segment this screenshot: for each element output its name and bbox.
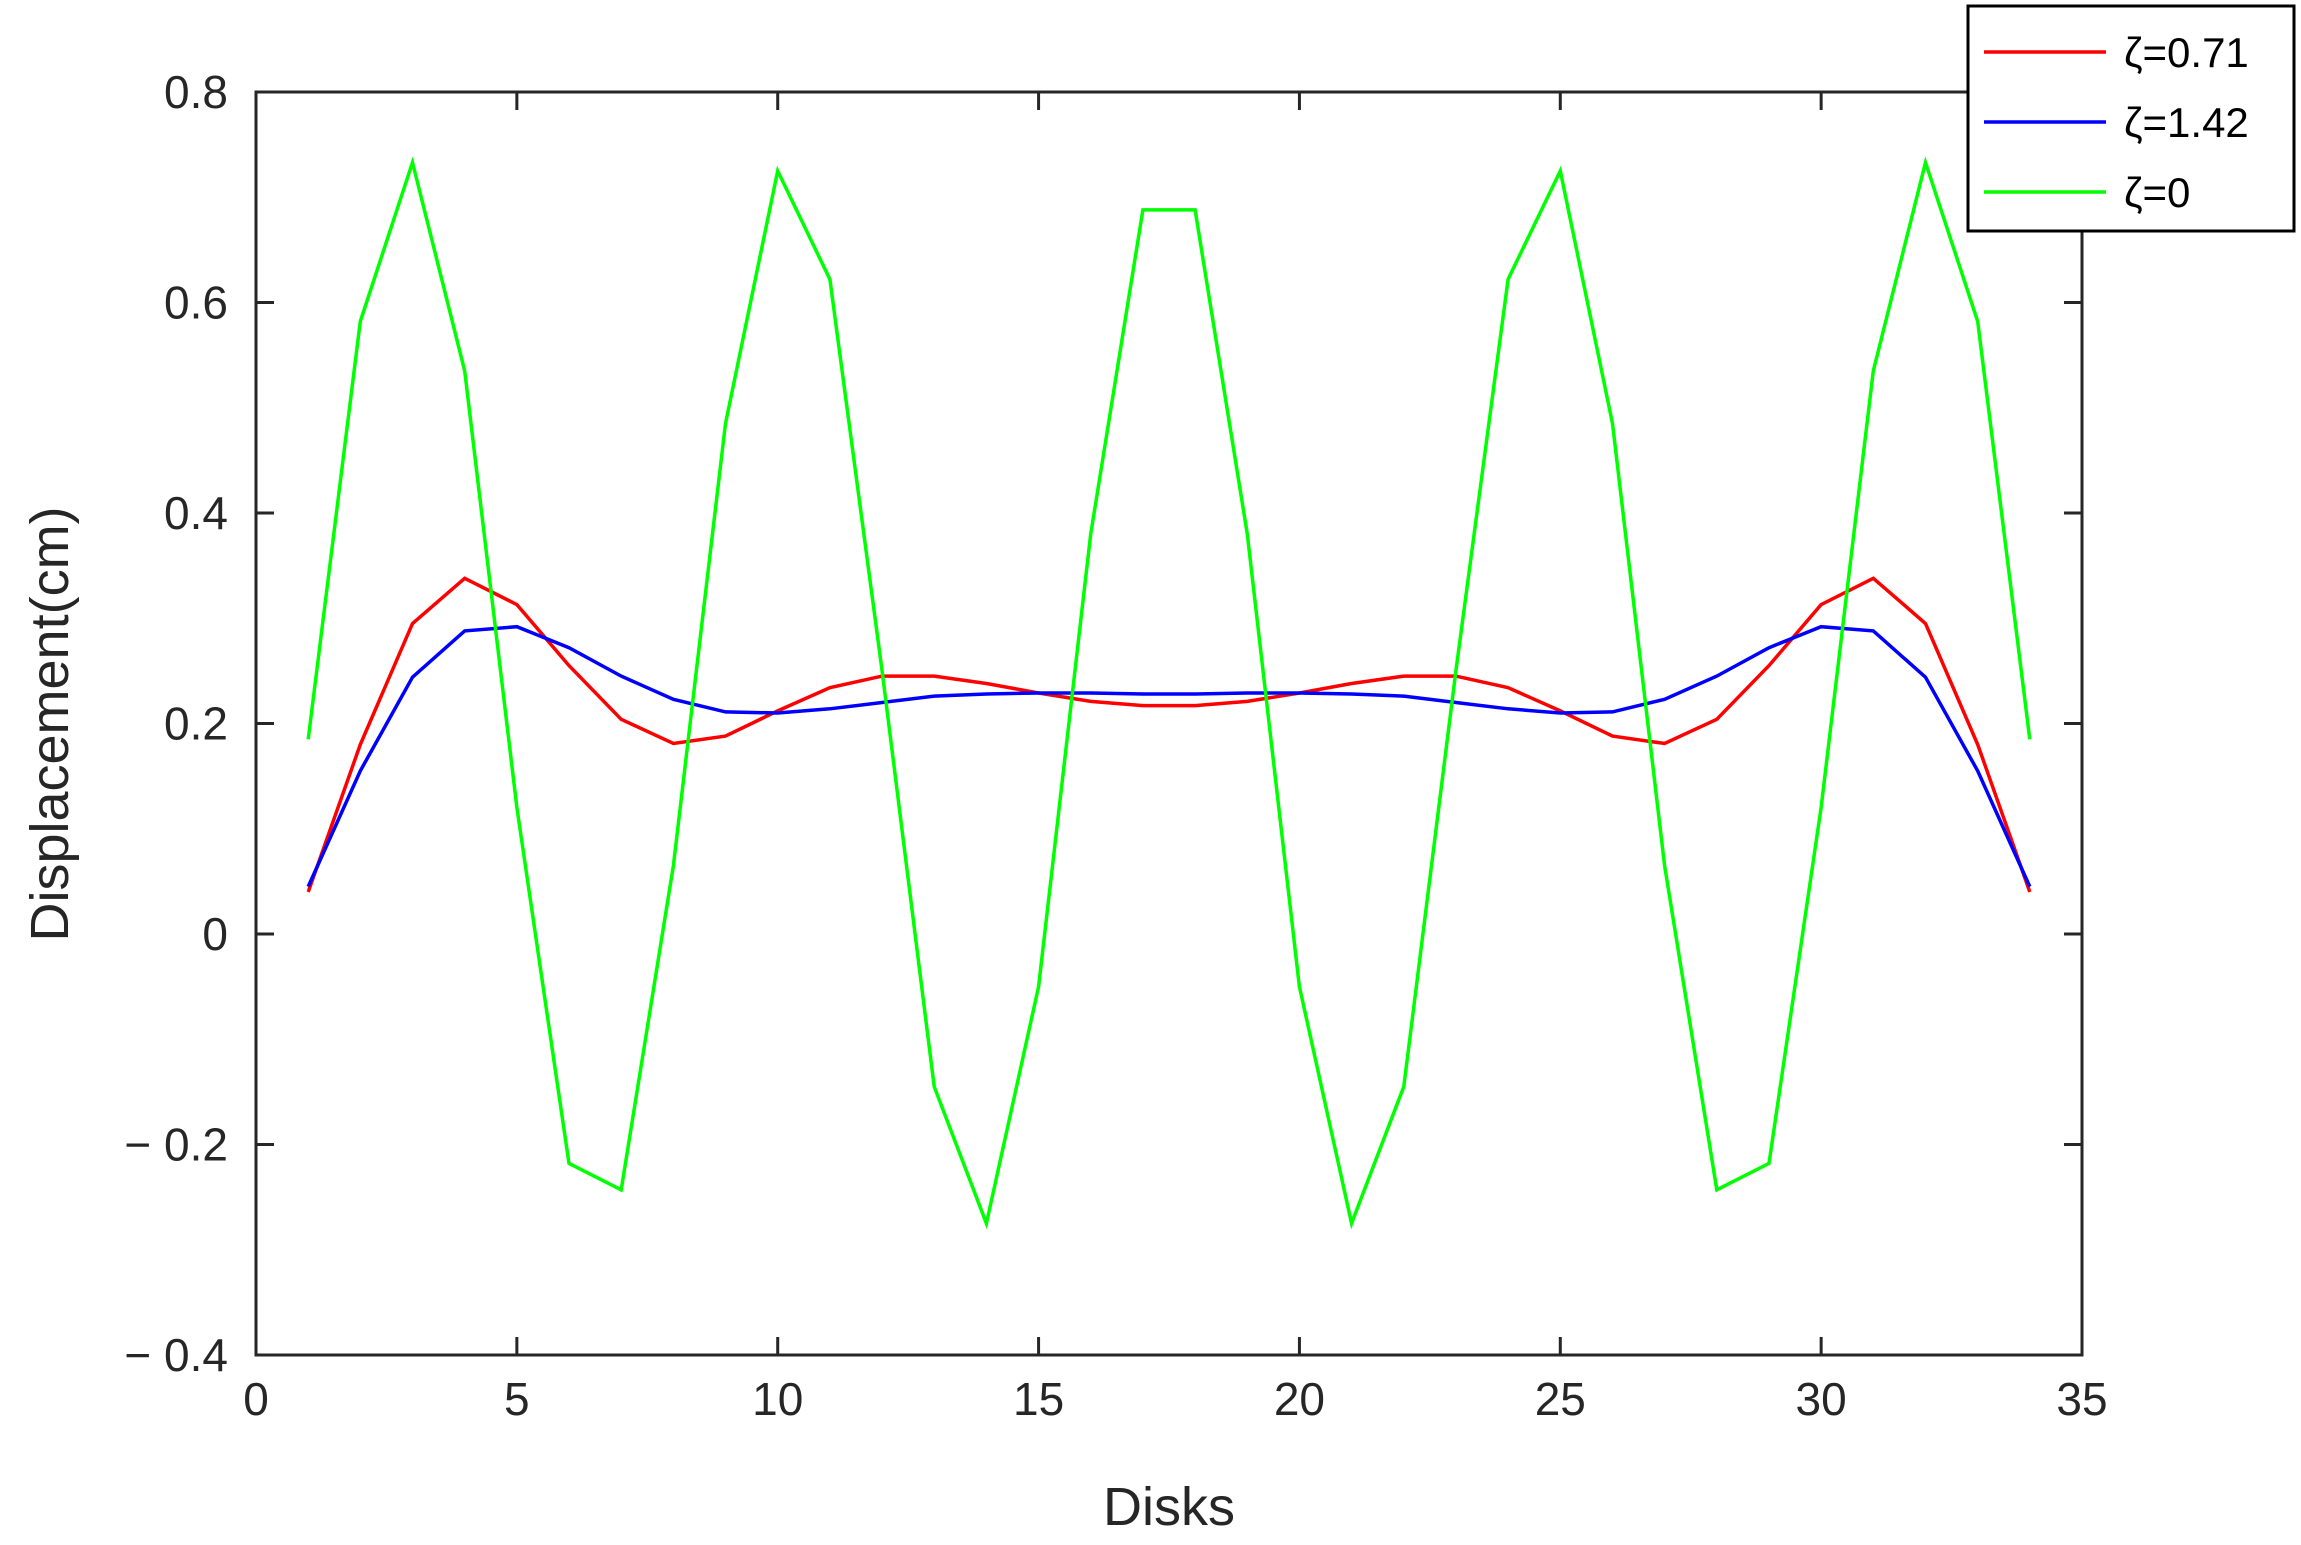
y-tick-label: 0.4 (164, 487, 228, 539)
y-tick-label: − 0.4 (124, 1329, 228, 1381)
y-tick-label: 0 (202, 908, 228, 960)
legend-label: ζ=0 (2124, 169, 2190, 216)
x-tick-label: 25 (1535, 1373, 1586, 1425)
x-tick-label: 15 (1013, 1373, 1064, 1425)
x-axis-title: Disks (1103, 1477, 1235, 1537)
y-tick-label: 0.8 (164, 66, 228, 118)
series-line-1 (306, 624, 2032, 888)
y-tick-label: − 0.2 (124, 1119, 228, 1171)
plot-area (254, 90, 2084, 1357)
x-tick-label: 20 (1274, 1373, 1325, 1425)
series-line-2 (306, 156, 2032, 1230)
x-tick-label: 35 (2056, 1373, 2107, 1425)
series-line-0 (306, 576, 2032, 893)
axis-ticks (254, 90, 2084, 1357)
y-tick-label: 0.6 (164, 277, 228, 329)
legend: ζ=0.71 ζ=1.42 ζ=0 (1966, 4, 2296, 233)
series-lines (306, 156, 2032, 1230)
y-tick-label: 0.2 (164, 698, 228, 750)
x-tick-label: 5 (504, 1373, 530, 1425)
x-tick-label: 10 (752, 1373, 803, 1425)
x-tick-label: 30 (1796, 1373, 1847, 1425)
y-tick-labels: − 0.4 − 0.2 0 0.2 0.4 0.6 0.8 (124, 66, 228, 1381)
legend-label: ζ=0.71 (2124, 29, 2249, 76)
x-tick-labels: 0 5 10 15 20 25 30 35 (243, 1373, 2107, 1425)
legend-label: ζ=1.42 (2124, 99, 2249, 146)
y-axis-title: Displacement(cm) (20, 506, 80, 941)
x-tick-label: 0 (243, 1373, 269, 1425)
